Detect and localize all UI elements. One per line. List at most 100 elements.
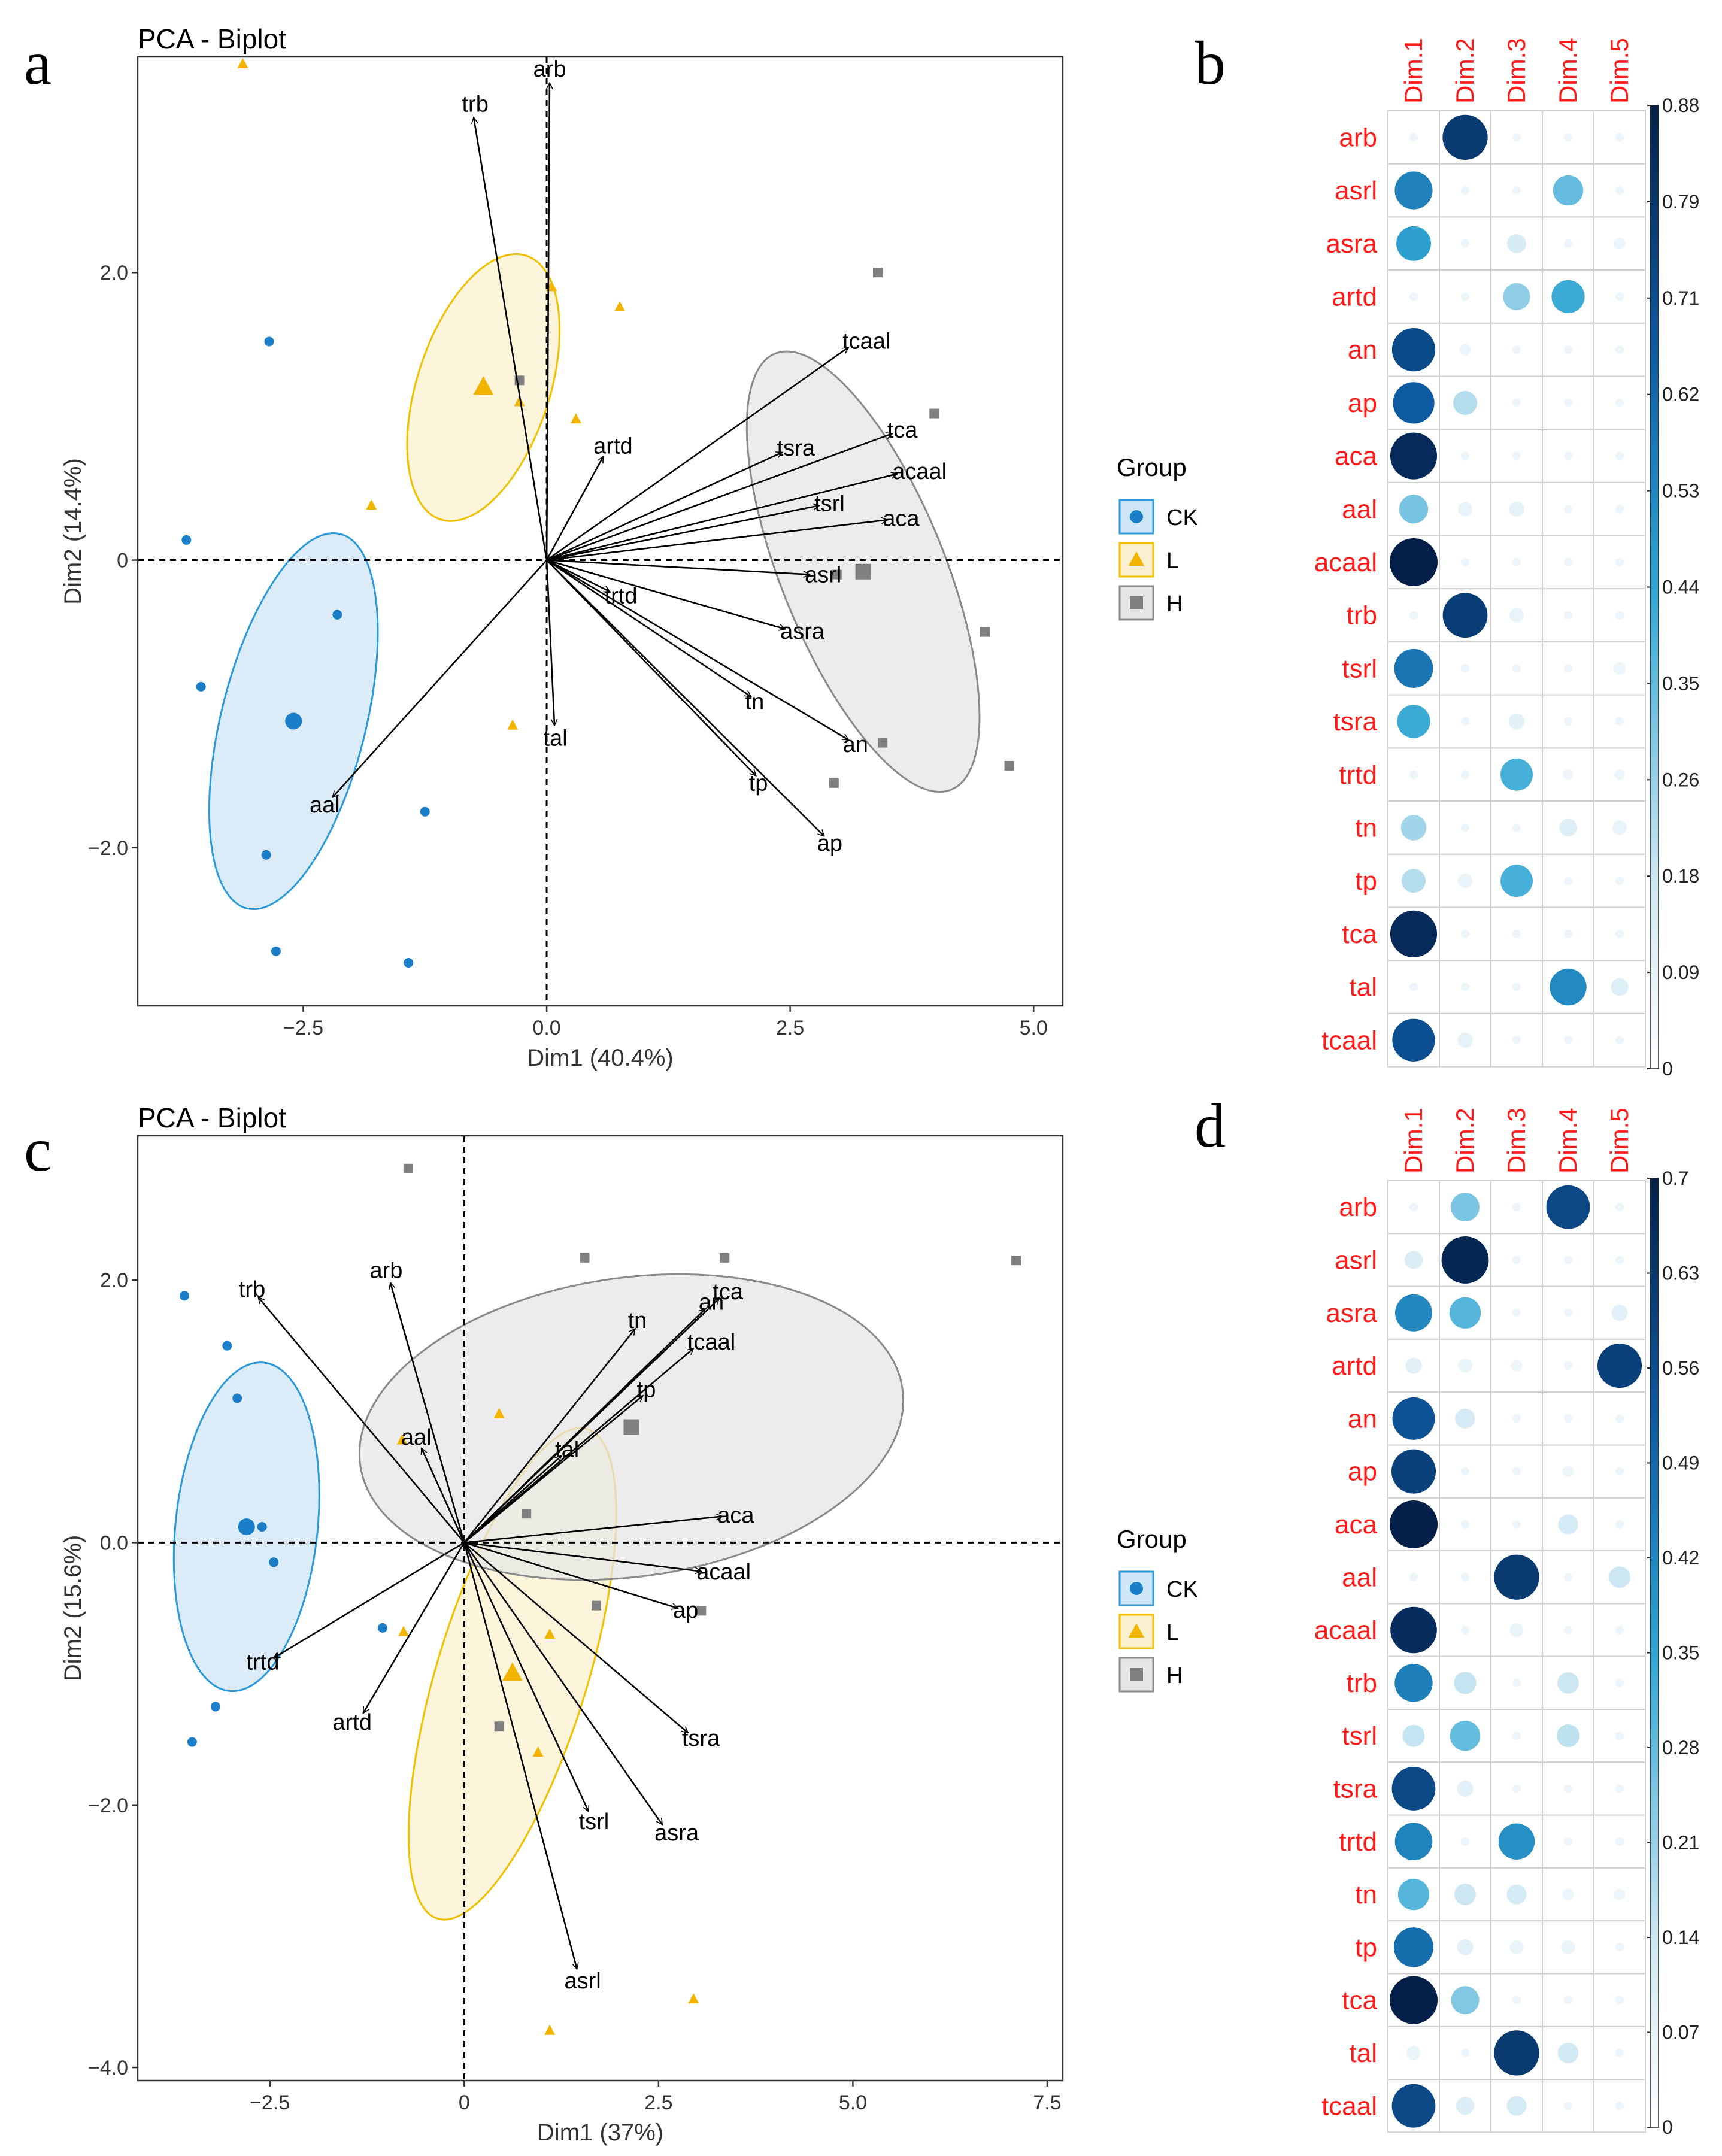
contribution-circle-artd-dim3 [1503, 283, 1530, 311]
heatmap-cell [1593, 588, 1646, 642]
contribution-circle-tcaal-dim2 [1456, 2097, 1475, 2115]
arrow-label-aal: aal [310, 793, 340, 818]
contribution-circle-tcaal-dim1 [1392, 1018, 1435, 1062]
colorbar-tick-label: 0.09 [1662, 962, 1699, 983]
data-point-h [494, 1721, 504, 1732]
contribution-circle-an-dim1 [1392, 1397, 1435, 1440]
colorbar-tick-label: 0.56 [1662, 1357, 1699, 1379]
legend-symbol-ck [1130, 1582, 1143, 1595]
arrow-label-tcaal: tcaal [842, 329, 890, 354]
contribution-circle-tn-dim4 [1559, 818, 1577, 837]
legend-symbol-l [1129, 551, 1144, 566]
contribution-circle-arb-dim3 [1512, 1203, 1521, 1212]
arrow-label-an: an [843, 732, 868, 757]
contribution-circle-arb-dim4 [1564, 133, 1572, 142]
y-tick-label: −4.0 [88, 2057, 128, 2079]
contribution-circle-artd-dim5 [1597, 1344, 1642, 1388]
data-point-h [403, 1163, 413, 1173]
contribution-circle-trtd-dim5 [1614, 769, 1625, 780]
loading-arrow-an [546, 559, 848, 741]
contribution-circle-trtd-dim4 [1563, 769, 1574, 780]
contribution-circle-tsra-dim1 [1391, 1767, 1436, 1811]
contribution-circle-ap-dim4 [1562, 1466, 1574, 1478]
y-tick-label: −2.0 [88, 1794, 128, 1817]
row-label-tcaal: tcaal [1321, 1026, 1377, 1055]
row-label-an: an [1348, 1404, 1377, 1433]
data-point-ck [377, 1623, 387, 1633]
contribution-circle-tsra-dim4 [1564, 1784, 1572, 1793]
contribution-circle-aal-dim3 [1494, 1554, 1539, 1600]
loading-arrow-tn [463, 1329, 635, 1544]
colorbar-tick-label: 0.42 [1662, 1547, 1699, 1569]
contribution-circle-trb-dim5 [1615, 1678, 1624, 1687]
x-tick-label: 7.5 [1033, 2091, 1061, 2114]
contribution-circle-aal-dim4 [1564, 505, 1572, 514]
arrow-label-tca: tca [713, 1279, 744, 1305]
x-tick-label: −2.5 [283, 1017, 323, 1039]
contribution-circle-tcaal-dim5 [1615, 2102, 1624, 2110]
contribution-circle-asrl-dim2 [1461, 186, 1469, 195]
data-point-l [544, 2024, 556, 2035]
data-point-l [237, 58, 248, 69]
data-point-h [980, 627, 990, 637]
contribution-circle-aal-dim2 [1461, 1573, 1469, 1582]
loading-arrow-trtd [546, 559, 610, 593]
centroid-ck [285, 712, 302, 730]
colorbar-tick-label: 0 [1662, 2116, 1673, 2138]
loading-arrow-trb [474, 117, 548, 560]
data-point-h [1004, 760, 1014, 771]
arrow-label-arb: arb [370, 1259, 403, 1284]
colorbar-tick-label: 0.18 [1662, 865, 1699, 887]
arrow-label-ap: ap [817, 831, 842, 856]
contribution-circle-an-dim2 [1459, 344, 1471, 356]
row-label-tp: tp [1355, 866, 1377, 896]
colorbar-tick-label: 0.28 [1662, 1737, 1699, 1758]
colorbar-tick-label: 0.79 [1662, 191, 1699, 213]
row-label-tal: tal [1350, 973, 1377, 1002]
arrow-label-tal: tal [555, 1437, 579, 1462]
row-label-acaal: acaal [1314, 1616, 1377, 1645]
colorbar-tick-label: 0.21 [1662, 1832, 1699, 1854]
contribution-circle-trtd-dim1 [1394, 1823, 1433, 1861]
legend-symbol-l [1129, 1623, 1144, 1638]
loading-arrow-trtd [274, 1542, 465, 1659]
contribution-circle-aca-dim4 [1558, 1514, 1578, 1535]
contribution-circle-tsrl-dim1 [1402, 1724, 1425, 1747]
contribution-circle-aca-dim2 [1461, 451, 1469, 460]
contribution-circle-asra-dim2 [1449, 1297, 1481, 1329]
contribution-circle-tsra-dim2 [1457, 1780, 1474, 1797]
loading-arrow-tp [463, 1396, 643, 1544]
row-label-tsrl: tsrl [1342, 1721, 1377, 1751]
column-label-dim1: Dim.1 [1399, 38, 1427, 104]
centroid-h [855, 563, 871, 580]
contribution-circle-artd-dim3 [1511, 1360, 1523, 1372]
contribution-circle-tsra-dim2 [1461, 717, 1469, 726]
contribution-circle-acaal-dim1 [1390, 538, 1438, 586]
contribution-circle-asrl-dim5 [1615, 186, 1624, 195]
contribution-circle-ap-dim1 [1391, 1449, 1436, 1494]
contribution-circle-tp-dim5 [1615, 877, 1624, 886]
contribution-circle-aca-dim3 [1512, 1520, 1521, 1529]
loading-arrow-tn [546, 559, 751, 698]
data-point-h [522, 1509, 532, 1519]
x-tick-label: 5.0 [1020, 1017, 1048, 1039]
contribution-circle-acaal-dim5 [1615, 557, 1624, 566]
row-label-artd: artd [1332, 282, 1377, 311]
contribution-circle-trtd-dim4 [1564, 1837, 1572, 1846]
colorbar-tick-label: 0 [1662, 1058, 1673, 1079]
contribution-circle-tsra-dim3 [1512, 1784, 1521, 1793]
contribution-circle-trb-dim1 [1394, 1664, 1433, 1702]
contribution-circle-tsrl-dim2 [1461, 664, 1469, 673]
contribution-circle-tca-dim5 [1615, 929, 1624, 938]
x-tick-label: 2.5 [776, 1017, 804, 1039]
data-point-ck [210, 1702, 220, 1712]
contribution-circle-an-dim3 [1512, 345, 1521, 354]
legend-symbol-ck [1130, 510, 1143, 523]
arrow-label-acaal: acaal [696, 1560, 751, 1585]
contribution-circle-tca-dim5 [1615, 1996, 1624, 2005]
data-point-ck [187, 1737, 197, 1747]
data-point-h [1011, 1256, 1021, 1266]
legend-label-l: L [1166, 548, 1179, 574]
legend-symbol-h [1130, 1668, 1143, 1681]
colorbar-tick-label: 0.7 [1662, 1168, 1688, 1189]
